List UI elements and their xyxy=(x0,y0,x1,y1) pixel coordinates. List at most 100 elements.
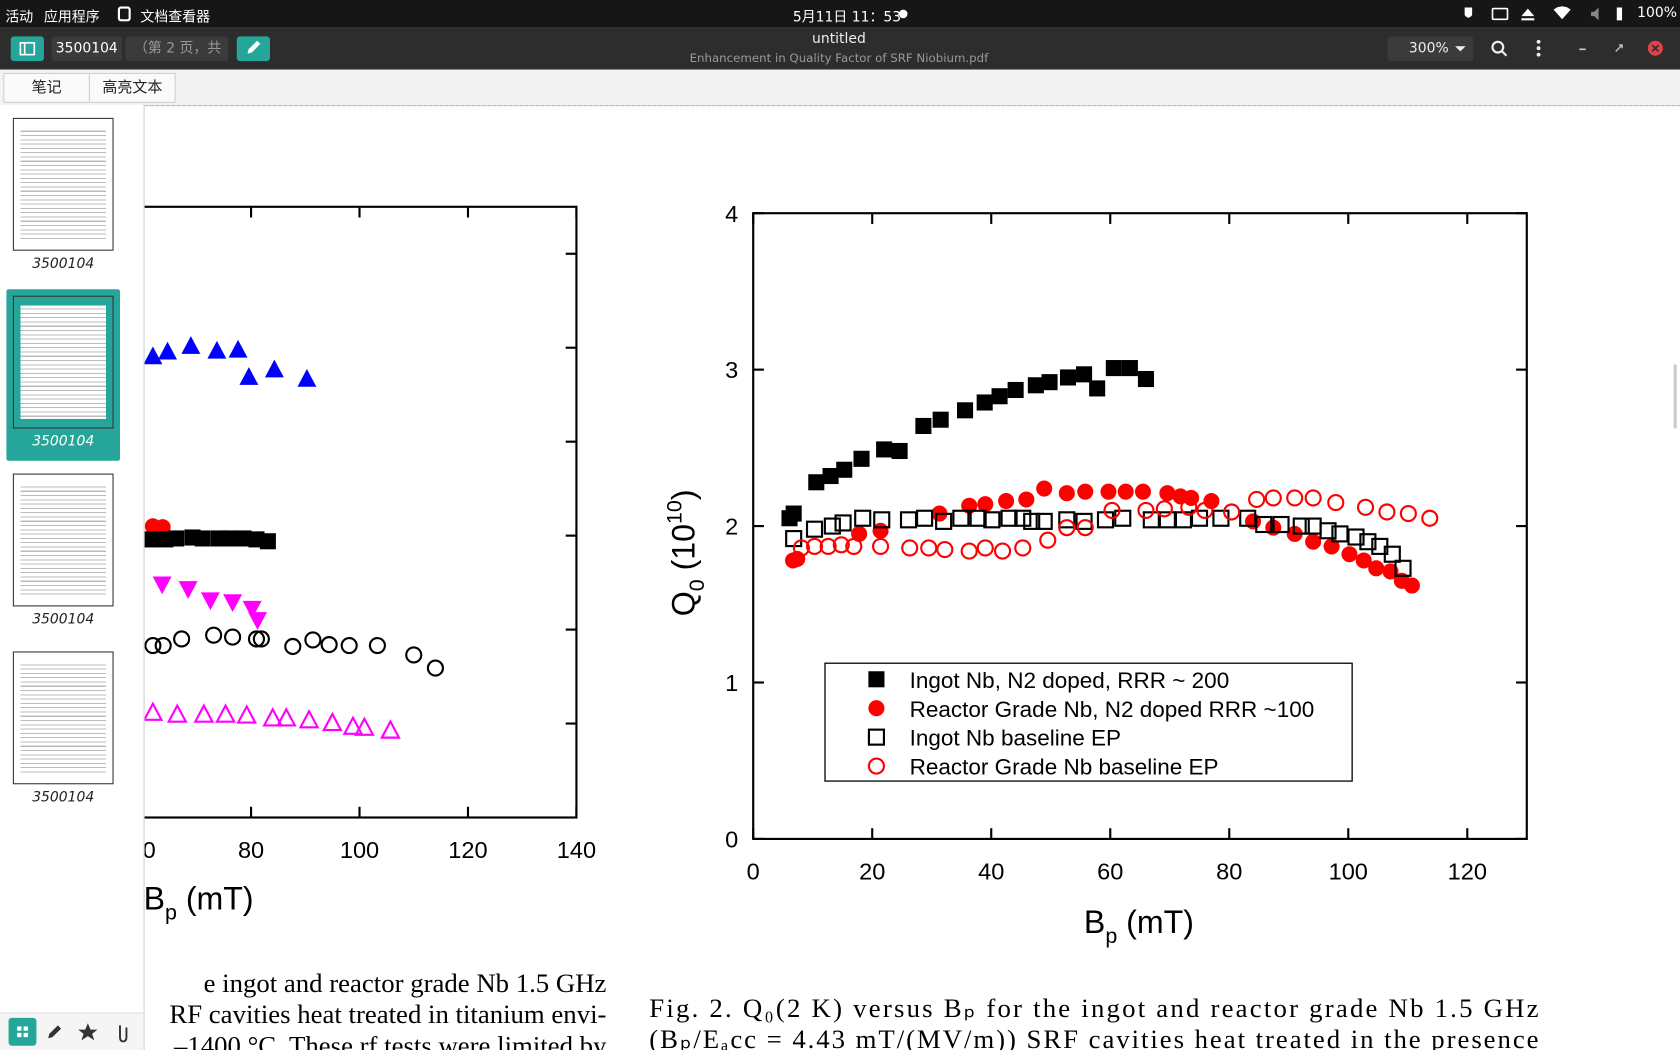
marker-triangle xyxy=(297,369,317,387)
sidebar-icon xyxy=(19,42,36,56)
marker-circle xyxy=(304,631,322,649)
sidebar-tabs: 笔记 高亮文本 xyxy=(0,69,1680,107)
tab-highlights[interactable]: 高亮文本 xyxy=(88,72,176,103)
y-tick-label: 2 xyxy=(725,514,738,540)
axis-label-part: p xyxy=(165,900,177,924)
tab-notes[interactable]: 笔记 xyxy=(3,72,91,103)
marker-circle xyxy=(1103,501,1121,520)
marker-circle xyxy=(1014,539,1032,557)
marker-square xyxy=(834,514,852,532)
marker-square xyxy=(785,530,803,548)
marker-circle xyxy=(960,542,978,560)
marker-circle xyxy=(173,630,191,648)
marker-circle xyxy=(868,700,885,717)
thumbnail[interactable] xyxy=(12,651,114,785)
series xyxy=(144,336,317,387)
marker-circle xyxy=(1076,519,1094,537)
marker-circle xyxy=(1304,489,1322,507)
marker-triangle xyxy=(144,346,163,365)
status-icons[interactable] xyxy=(1461,5,1623,22)
app-name[interactable]: 文档查看器 xyxy=(140,9,211,26)
marker-square xyxy=(1272,515,1290,534)
marker-circle xyxy=(1223,503,1241,521)
plot-frame xyxy=(144,205,578,819)
marker-square xyxy=(1105,360,1122,377)
marker-circle xyxy=(247,630,266,648)
marker-square xyxy=(1000,509,1018,527)
legend-label: Ingot Nb, N2 doped, RRR ~ 200 xyxy=(910,668,1230,693)
axis-label-part: B xyxy=(1084,904,1105,940)
axis-label: Bp (mT) xyxy=(145,881,254,925)
battery-level: 100% xyxy=(1637,5,1677,22)
axis-label-part: ) xyxy=(665,489,701,500)
marker-square xyxy=(1041,374,1058,391)
marker-circle xyxy=(1137,501,1155,520)
series xyxy=(144,701,401,739)
series xyxy=(785,509,1412,577)
marker-circle xyxy=(845,537,863,555)
thumbnail-label: 3500104 xyxy=(32,611,95,628)
axis-label-part: p xyxy=(1105,924,1117,948)
marker-circle xyxy=(1305,533,1322,550)
sidebar-toggle[interactable] xyxy=(10,36,44,62)
x-tick-label: 60 xyxy=(145,837,156,863)
marker-square xyxy=(785,505,802,522)
marker-square xyxy=(853,450,870,467)
marker-circle xyxy=(1382,563,1399,580)
thumbnail-sidebar: 3500104 3500104 3500104 3500104 xyxy=(0,105,145,1050)
marker-triangle xyxy=(236,704,258,724)
thumbnail[interactable] xyxy=(12,295,114,429)
marker-circle xyxy=(1286,489,1304,507)
x-tick-label: 40 xyxy=(978,859,1004,885)
marker-circle xyxy=(819,537,837,555)
axis-label: Bp (mT) xyxy=(1084,904,1194,948)
marker-square xyxy=(957,402,974,419)
marker-square xyxy=(915,417,932,434)
marker-circle xyxy=(805,537,824,555)
marker-square xyxy=(854,509,872,527)
activities[interactable]: 活动 xyxy=(5,9,34,26)
marker-circle xyxy=(144,636,162,655)
marker-triangle xyxy=(380,719,401,739)
marker-triangle xyxy=(178,581,198,599)
axis-label-part: 10 xyxy=(662,500,686,524)
marker-triangle xyxy=(152,576,172,595)
axis-label-part: (mT) xyxy=(1117,904,1194,940)
zoom-arrow xyxy=(1455,46,1466,52)
app-icon xyxy=(117,6,131,22)
y-tick-label: 3 xyxy=(725,357,738,383)
marker-circle xyxy=(405,646,423,664)
marker-circle xyxy=(1058,519,1076,537)
legend-label: Reactor Grade Nb baseline EP xyxy=(910,755,1219,780)
series xyxy=(144,518,171,536)
marker-circle xyxy=(154,636,172,655)
page-entry[interactable]: 3500104 xyxy=(51,36,123,62)
marker-triangle xyxy=(207,340,227,359)
marker-circle xyxy=(1159,485,1176,502)
marker-square xyxy=(1121,360,1138,377)
marker-triangle xyxy=(158,341,178,360)
annotate-button[interactable] xyxy=(236,36,271,62)
x-tick-label: 20 xyxy=(859,859,885,885)
marker-circle xyxy=(993,542,1012,560)
marker-circle xyxy=(284,637,302,656)
window-title: untitled xyxy=(812,31,866,48)
zoom-select[interactable]: 300% xyxy=(1387,36,1474,62)
clock[interactable]: 5月11日 11：53 xyxy=(792,9,902,26)
x-tick-label: 120 xyxy=(1448,859,1487,885)
marker-triangle xyxy=(193,703,215,723)
marker-triangle xyxy=(298,708,320,729)
header-buttons[interactable] xyxy=(1489,39,1671,60)
thumbnail[interactable] xyxy=(12,117,114,251)
sidebar-toolbar-icons[interactable] xyxy=(0,1014,144,1050)
scrollbar[interactable] xyxy=(1673,364,1677,429)
marker-circle xyxy=(1180,498,1198,516)
marker-circle xyxy=(901,539,919,557)
marker-triangle xyxy=(166,703,188,723)
series xyxy=(144,626,445,677)
thumbnail[interactable] xyxy=(12,473,114,607)
marker-circle xyxy=(1036,480,1053,497)
marker-square xyxy=(1076,366,1093,383)
marker-triangle xyxy=(322,711,343,732)
apps-menu[interactable]: 应用程序 xyxy=(43,9,100,26)
